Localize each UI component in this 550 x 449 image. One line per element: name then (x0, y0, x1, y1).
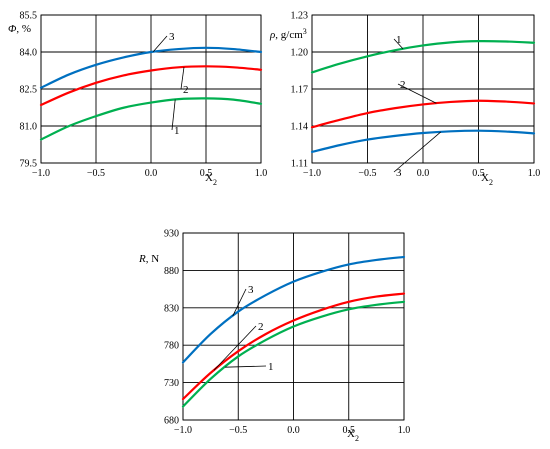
x-tick-label: 0.0 (145, 168, 158, 179)
leader-line (171, 99, 176, 131)
x-axis-symbol: X (481, 172, 489, 184)
x-tick-label: −0.5 (358, 168, 376, 179)
curve-label-2: 2 (258, 321, 264, 333)
leader-line (224, 365, 267, 368)
curve-label-1: 1 (174, 125, 180, 137)
leader-line (397, 83, 437, 104)
x-tick-label: 1.0 (528, 168, 541, 179)
series-line-1 (39, 97, 263, 141)
y-tick-label: 1.11 (291, 159, 308, 170)
y-axis-label: R, N (138, 253, 159, 265)
leader-line (393, 38, 404, 50)
x-axis-subscript: 2 (489, 178, 493, 187)
x-axis-subscript: 2 (213, 178, 217, 187)
x-tick-label: −1.0 (303, 168, 321, 179)
y-tick-label: 79.5 (20, 159, 38, 170)
curve-label-3: 3 (396, 167, 402, 179)
y-tick-label: 1.20 (291, 48, 309, 59)
x-tick-label: 0.5 (343, 425, 356, 436)
y-tick-label: 1.17 (291, 85, 309, 96)
x-tick-label: 1.0 (255, 168, 268, 179)
y-tick-label: 780 (164, 341, 179, 352)
x-tick-label: −1.0 (32, 168, 50, 179)
leader-line (180, 67, 185, 90)
x-axis-symbol: X (205, 172, 213, 184)
curve-label-3: 3 (248, 284, 254, 296)
x-axis-symbol: X (347, 428, 355, 440)
y-axis-label: ρ, g/cm3 (269, 27, 307, 41)
y-axis-unit-superscript: 3 (303, 27, 307, 36)
y-axis-symbol: R (138, 253, 146, 265)
curve-label-1: 1 (268, 361, 274, 373)
x-tick-label: −0.5 (229, 425, 247, 436)
series-line-2 (39, 65, 263, 107)
leader-line (393, 131, 442, 173)
leader-line (152, 35, 168, 53)
curve-label-1: 1 (396, 34, 402, 46)
chart-panel-1: −1.0 −0.5 0.0 0.5 1.0 79.5 81.0 82.5 84.0 85.5Φ, … (8, 11, 267, 188)
y-tick-label: 1.14 (291, 122, 309, 133)
x-tick-label: 0.0 (287, 425, 300, 436)
series-line-3 (39, 46, 263, 89)
leader-line (232, 288, 247, 317)
curve-label-3: 3 (169, 31, 175, 43)
y-axis-unit: , % (16, 23, 31, 35)
chart-panel-2: −1.0 −0.5 0.0 0.5 1.0 1.11 1.14 1.17 1.20 1.23 ρ, … (269, 11, 540, 188)
x-axis-subscript: 2 (355, 434, 359, 443)
series-line-1 (181, 300, 406, 408)
x-tick-label: −0.5 (87, 168, 105, 179)
y-tick-label: 85.5 (20, 11, 38, 22)
y-tick-label: 81.0 (20, 122, 38, 133)
y-axis-symbol: Φ (8, 23, 17, 35)
x-tick-label: 0.5 (472, 168, 485, 179)
y-axis-label: Φ, % (8, 23, 31, 35)
y-axis-unit: , N (146, 253, 160, 265)
y-tick-label: 1.23 (291, 11, 309, 22)
series-line-3 (181, 255, 406, 364)
x-axis-label: X2 (205, 172, 217, 187)
y-axis-symbol: ρ (269, 29, 275, 41)
series-line-1 (310, 40, 536, 74)
x-tick-label: −1.0 (174, 425, 192, 436)
plot-frame (40, 14, 262, 164)
curve-label-2: 2 (183, 84, 189, 96)
leader-line (213, 325, 257, 371)
series-line-2 (310, 99, 536, 129)
y-tick-label: 930 (164, 229, 179, 240)
x-tick-label: 1.0 (398, 425, 411, 436)
series-line-2 (181, 292, 406, 401)
chart-panel-3: −1.0 −0.5 0.0 0.5 1.0 680 730 780 830 880 930 R, N X… (138, 229, 410, 444)
y-tick-label: 680 (164, 416, 179, 427)
y-tick-label: 82.5 (20, 85, 38, 96)
y-tick-label: 880 (164, 266, 179, 277)
series-line-3 (310, 129, 536, 153)
y-tick-label: 730 (164, 378, 179, 389)
x-axis-label: X2 (481, 172, 493, 187)
plot-frame (311, 14, 535, 164)
y-tick-label: 830 (164, 303, 179, 314)
x-tick-label: 0.0 (417, 168, 430, 179)
curve-label-2: 2 (400, 79, 406, 91)
x-axis-label: X2 (347, 428, 359, 443)
y-tick-label: 84.0 (20, 48, 38, 59)
plot-frame (182, 232, 405, 421)
y-axis-unit: , g/cm (275, 29, 303, 41)
x-tick-label: 0.5 (200, 168, 213, 179)
